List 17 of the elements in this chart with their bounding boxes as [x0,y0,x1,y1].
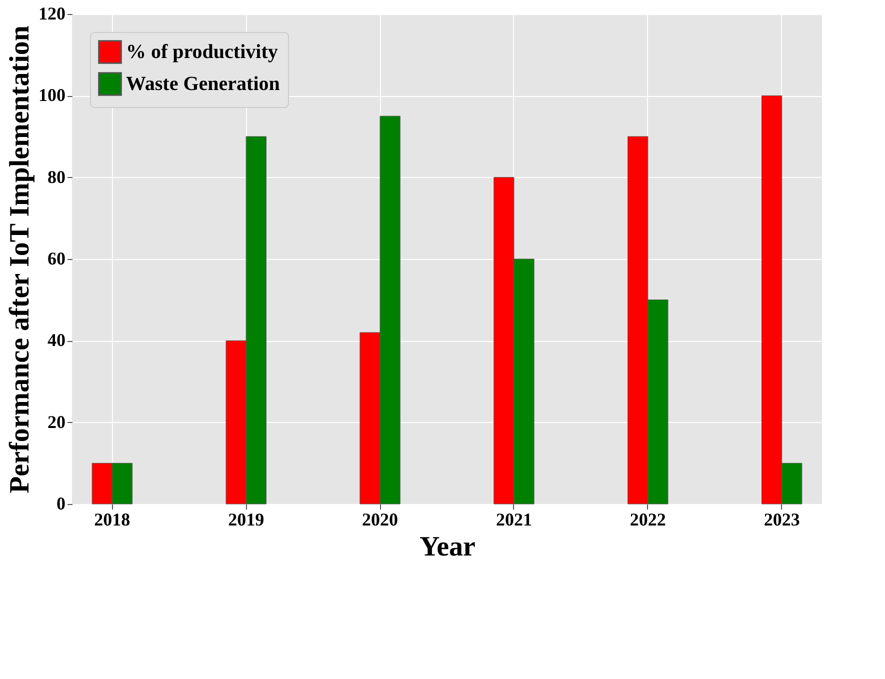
x-tick-label: 2020 [362,510,398,530]
y-tick-label: 0 [56,494,66,514]
y-tick-label: 60 [48,248,66,268]
x-tick-label: 2023 [764,510,800,530]
y-tick-label: 20 [48,412,66,432]
legend-label: Waste Generation [126,73,280,95]
x-axis-title: Year [420,532,476,562]
y-tick-label: 40 [48,330,66,350]
y-tick-label: 100 [38,85,66,106]
y-tick-label: 120 [38,4,66,24]
legend-label: % of productivity [126,41,278,63]
x-tick-label: 2019 [228,510,264,530]
x-tick-label: 2021 [496,510,532,530]
y-tick-label: 80 [48,166,66,187]
x-tick-label: 2022 [630,510,666,530]
x-tick-label: 2018 [94,510,130,530]
y-axis-title: Performance after IoT Implementation [4,25,36,494]
